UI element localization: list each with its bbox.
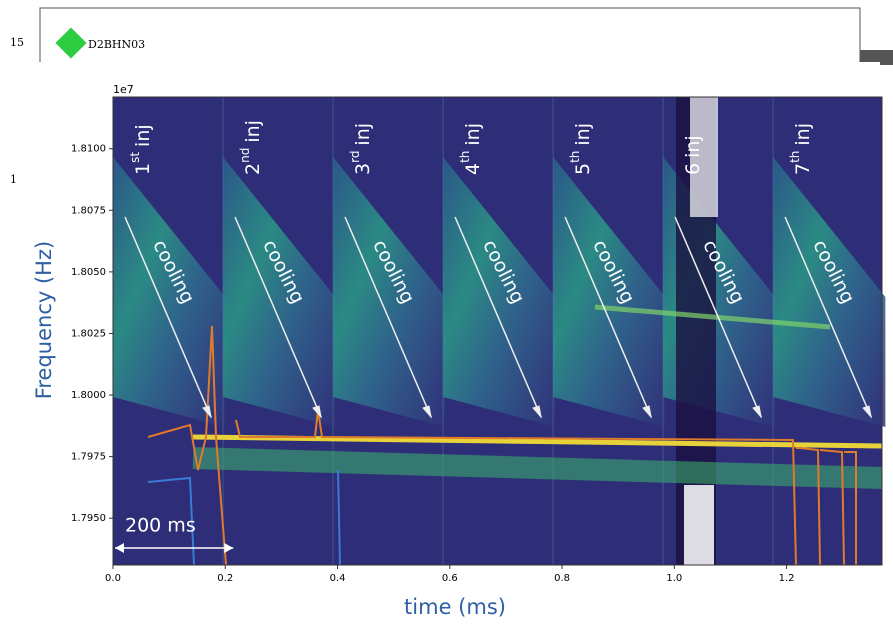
y-tick-label: 1.8050: [71, 267, 106, 278]
y-tick-label: 1.8100: [71, 144, 106, 155]
injection-label: 4th inj: [458, 123, 484, 175]
resonance-line: [192, 434, 883, 449]
scale-bar-label: 200 ms: [125, 515, 196, 537]
plot-area: 1stinjcooling2ndinjcooling3rdinjcooling4…: [112, 97, 886, 566]
y-tick-label: 1.7975: [71, 452, 106, 463]
cooling-arrow: [454, 216, 542, 418]
injection-label: 2nd inj: [238, 120, 264, 175]
injection-label: 5th inj: [568, 123, 594, 175]
y-axis-label: Frequency (Hz): [32, 241, 56, 399]
background-plot-frame: [39, 7, 861, 69]
arrow-head: [422, 405, 432, 419]
injection-label: 7th inj: [788, 123, 814, 175]
cooling-band: [113, 157, 226, 427]
x-axis-label: time (ms): [404, 595, 506, 619]
injection-suffix: th: [568, 151, 582, 163]
injection-suffix: rd: [348, 151, 362, 163]
x-tick-label: 0.2: [217, 573, 233, 584]
injection-word: inj: [132, 124, 154, 147]
injection-suffix: th: [458, 151, 472, 163]
y-tick-label: 1.8075: [71, 205, 106, 216]
blue-trace: [147, 469, 341, 566]
cooling-arrow: [564, 216, 652, 418]
background-tick: 15: [10, 36, 24, 49]
injection-number: 4: [462, 163, 484, 175]
injection-suffix: nd: [238, 148, 252, 163]
injection-word: inj: [462, 123, 484, 146]
cooling-arrow: [344, 216, 432, 418]
cooling-band: [443, 157, 556, 427]
x-tick-label: 0.6: [442, 573, 458, 584]
y-tick-label: 1.8000: [71, 390, 106, 401]
background-edge: [860, 50, 893, 65]
arrow-head: [532, 405, 542, 419]
cooling-band: [333, 157, 446, 427]
cooling-arrow: [234, 216, 322, 418]
green-band: [192, 447, 883, 489]
arrow-head: [752, 405, 762, 419]
noise-region: [690, 97, 718, 217]
injection-word: inj: [682, 135, 704, 158]
injection-word: inj: [792, 123, 814, 146]
injection-label: 3rd inj: [348, 123, 374, 175]
axes-frame: [112, 96, 883, 566]
x-tick-label: 0.0: [105, 573, 121, 584]
arrow-head: [862, 405, 872, 419]
injection-number: 2: [242, 163, 264, 175]
injection-number: 1: [132, 163, 154, 175]
x-tick-label: 0.8: [554, 573, 570, 584]
x-tick-label: 0.4: [330, 573, 346, 584]
secondary-line: [594, 304, 831, 330]
cooling-band: [553, 157, 666, 427]
arrow-head: [312, 405, 322, 419]
injection-number: 7: [792, 163, 814, 175]
injection-suffix: th: [788, 151, 802, 163]
injection-word: inj: [352, 123, 374, 146]
y-tick-label: 1.7950: [71, 513, 106, 524]
offset-label: 1e7: [113, 83, 134, 96]
background-tick: 1: [10, 173, 17, 186]
y-tick-label: 1.8025: [71, 328, 106, 339]
injection-number: 6: [682, 163, 704, 175]
cooling-band: [223, 157, 336, 427]
x-tick-label: 1.2: [779, 573, 795, 584]
x-tick-label: 1.0: [666, 573, 682, 584]
cooling-arrow: [124, 216, 212, 418]
injection-suffix: st: [128, 152, 142, 163]
noise-region: [684, 485, 714, 565]
cooling-band: [773, 157, 886, 427]
injection-word: inj: [242, 120, 264, 143]
arrow-head: [202, 405, 212, 419]
injection-word: inj: [572, 123, 594, 146]
injection-label: 6 inj: [682, 135, 704, 175]
cooling-arrow: [784, 216, 872, 418]
cooling-arrow: [674, 216, 762, 418]
injection-number: 5: [572, 163, 594, 175]
background-label: D2BHN03: [88, 38, 145, 51]
injection-number: 3: [352, 163, 374, 175]
injection-label: 1st inj: [128, 124, 154, 175]
arrow-head: [642, 405, 652, 419]
